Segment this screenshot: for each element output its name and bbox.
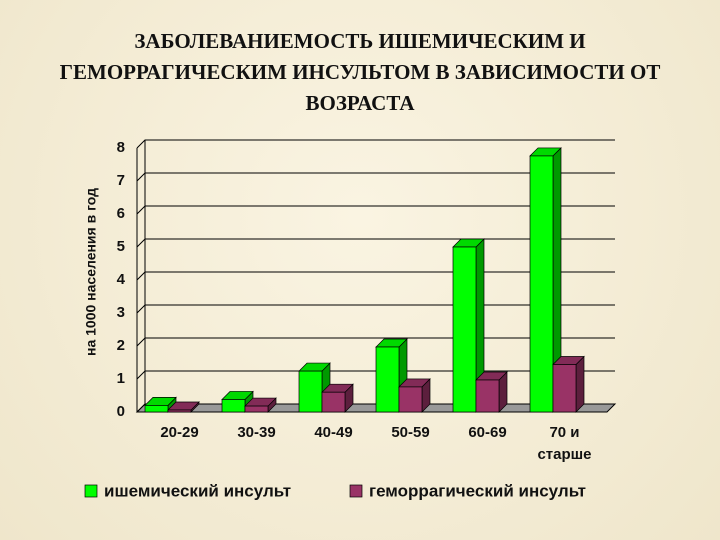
x-tick-label-line: 70 и [549,424,579,441]
bar-side [575,355,585,413]
bar [244,405,269,413]
y-tick-label: 4 [117,271,126,288]
bar [321,391,346,413]
y-tick-label: 2 [117,337,125,354]
x-tick-label: 40-49 [314,424,352,441]
y-tick-label: 7 [117,172,125,189]
x-tick-label: 70 и старше [537,424,591,463]
bar [398,386,423,413]
x-tick-label: 30-39 [237,424,275,441]
bar [529,155,554,413]
y-tick-label: 0 [117,403,125,420]
bar [221,399,246,413]
bar [144,405,169,413]
bar [475,379,500,413]
chart-title: ЗАБОЛЕВАНИЕМОСТЬ ИШЕМИЧЕСКИМ И ГЕМОРРАГИ… [59,29,661,115]
y-tick-label: 3 [117,304,125,321]
x-tick-label-line: старше [537,446,591,463]
y-tick-label: 6 [117,205,125,222]
bar [167,409,192,413]
x-tick-label: 60-69 [468,424,506,441]
y-axis-label: на 1000 населения в год [83,188,99,356]
x-tick-label: 50-59 [391,424,429,441]
y-tick-label: 5 [117,238,125,255]
bar [452,246,477,413]
y-tick-label: 8 [117,139,125,156]
bar [552,364,577,413]
legend-swatch [84,484,98,498]
legend-label: геморрагический инсульт [369,481,586,500]
bar [298,370,323,413]
y-tick-label: 1 [117,370,125,387]
bar [375,346,400,413]
legend-swatch [349,484,363,498]
grid-line [136,139,615,149]
x-tick-label: 20-29 [160,424,198,441]
legend-label: ишемический инсульт [104,481,291,500]
